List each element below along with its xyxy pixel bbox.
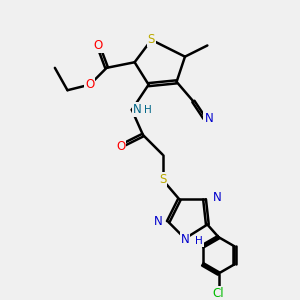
Text: N: N <box>154 215 163 228</box>
Text: O: O <box>94 39 103 52</box>
Text: S: S <box>148 33 155 46</box>
Text: H: H <box>144 105 152 115</box>
Text: N: N <box>181 233 189 246</box>
Text: H: H <box>195 236 203 246</box>
Text: O: O <box>85 78 94 91</box>
Text: O: O <box>116 140 125 153</box>
Text: N: N <box>133 103 142 116</box>
Text: S: S <box>159 173 166 186</box>
Text: Cl: Cl <box>213 286 224 300</box>
Text: N: N <box>204 112 213 125</box>
Text: N: N <box>213 191 222 205</box>
